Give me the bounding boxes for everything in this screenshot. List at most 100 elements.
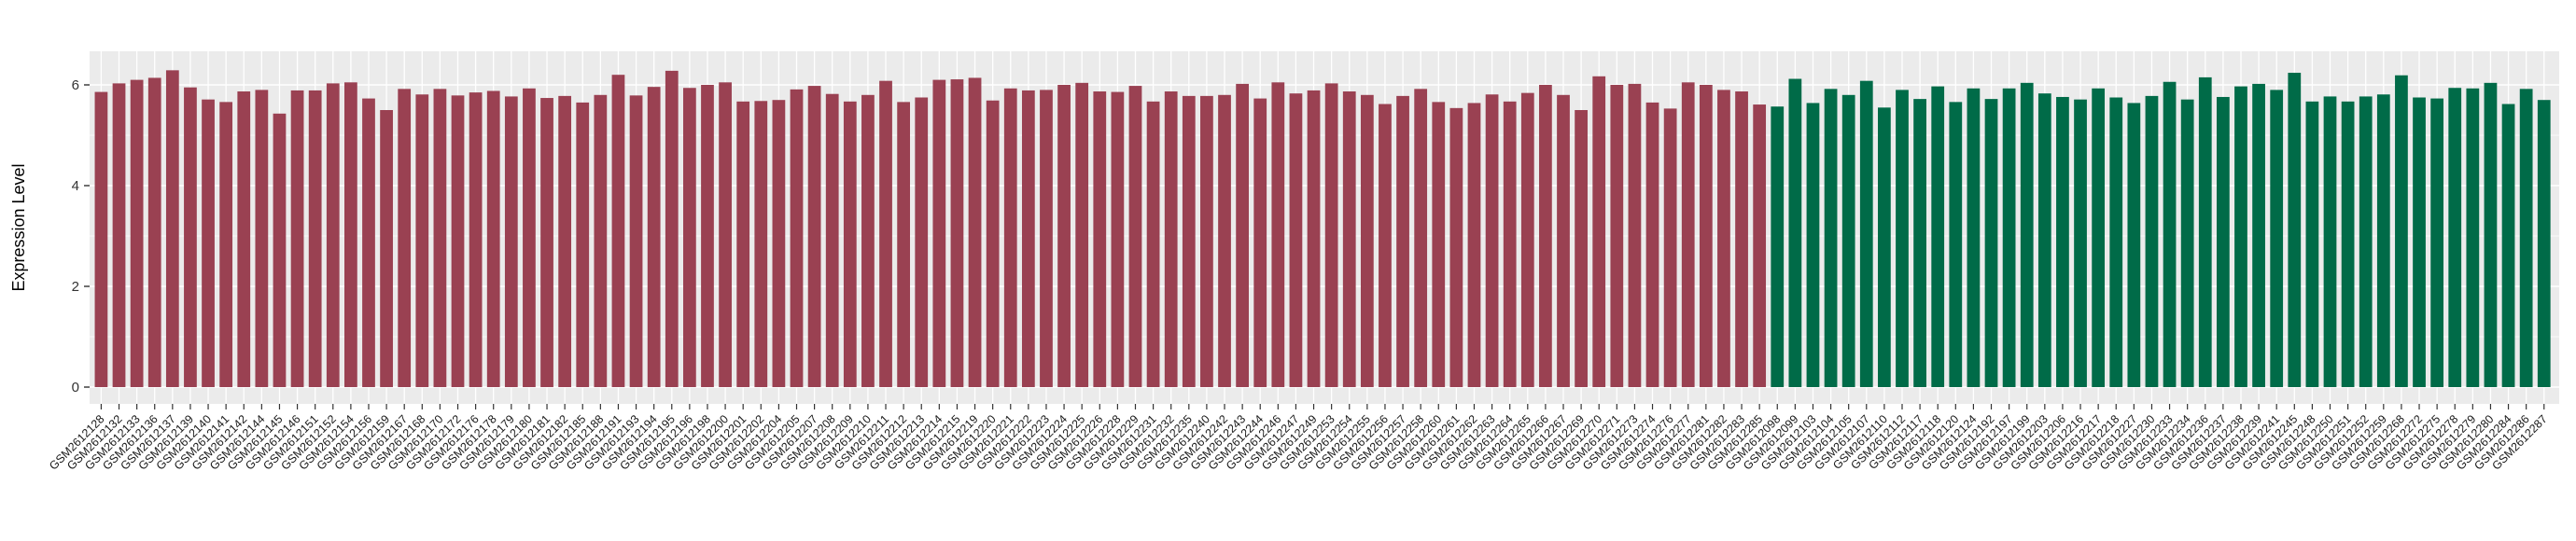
bar [219,102,233,388]
bar [1485,94,1499,387]
bar [843,101,857,387]
bar [1913,99,1926,388]
bar [165,70,179,387]
bar [2288,73,2302,387]
bar [2180,99,2194,387]
y-tick-label: 0 [72,380,79,395]
bar [2341,101,2355,387]
bar [682,88,696,388]
bar [1432,102,1446,388]
bar [469,92,483,387]
bar [1236,83,1249,388]
bar [1396,95,1409,387]
bar [647,87,661,387]
y-tick-label: 6 [72,77,79,93]
bar [558,95,572,387]
bar [2537,100,2551,387]
bar [1093,91,1107,388]
bar [1841,94,1855,388]
bar [2359,96,2373,388]
bar [1717,90,1730,388]
bar [719,82,732,388]
bar [1610,85,1624,387]
bar [1681,82,1695,388]
bar [273,113,287,387]
bar [2323,96,2337,388]
bar [825,93,839,387]
axes: 0246GSM2612128GSM2612132GSM2612133GSM261… [47,77,2550,473]
bar [523,88,536,387]
bar [1307,90,1321,387]
bar [486,90,500,387]
bar [950,79,964,387]
bar [861,94,875,388]
bar [237,91,251,388]
bar [1289,93,1303,388]
bar [2020,82,2034,387]
bar [94,91,108,387]
bar [932,79,946,387]
bar [308,90,322,387]
bar [1021,90,1035,387]
bar [1859,80,1873,388]
bar [629,95,643,387]
bar [2092,88,2106,387]
bar [1128,86,1142,387]
bar [1539,85,1552,387]
bar [1824,89,1838,387]
bar [433,89,447,387]
bar [2198,76,2212,388]
bar [2056,96,2069,388]
bar [1575,110,1588,387]
bar [1182,95,1196,387]
bar [147,77,161,387]
bar [1592,76,1606,387]
bar [2395,75,2408,388]
bar [1645,102,1659,388]
bar [1253,98,1267,387]
bar [1467,103,1481,387]
bar [2127,103,2141,387]
y-axis-title: Expression Level [9,163,28,291]
bar [255,90,269,388]
bar [790,89,804,388]
bar [1806,103,1820,387]
bar [576,102,590,388]
bar [1324,83,1338,387]
bar [1218,94,1231,388]
bar [1164,91,1178,388]
bar [701,85,714,387]
bar [2466,88,2480,387]
bar [1753,104,1767,387]
bar [2430,98,2444,387]
bar [736,101,750,387]
bar [1735,91,1748,388]
bar [1931,86,1945,388]
bar [362,98,375,387]
bar [1520,92,1534,387]
bar [2074,99,2087,387]
bar [897,102,911,388]
bar [1699,85,1713,387]
bar [2448,88,2462,388]
bar [968,77,982,387]
bar [1271,82,1285,388]
bar [504,96,518,388]
bar [1075,82,1089,387]
bar [2270,90,2284,388]
bar [1414,89,1428,387]
bar [1111,91,1125,387]
bar [2234,86,2247,388]
bar [1967,88,1981,387]
bar [2252,83,2265,388]
bar [2145,95,2159,387]
bar [184,87,197,387]
bar [1146,101,1160,387]
bar [290,90,304,387]
bar [594,94,608,388]
bar [1057,85,1071,387]
bar [772,100,786,387]
bar [2376,94,2390,387]
bar [1663,108,1677,387]
